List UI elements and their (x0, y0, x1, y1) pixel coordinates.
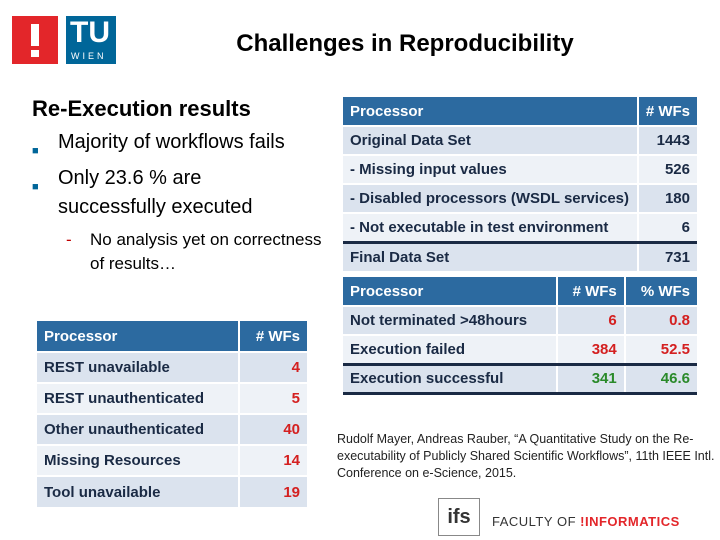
table-header: Processor (37, 321, 239, 352)
table-cell: 341 (556, 362, 625, 395)
table-cell: 180 (636, 183, 697, 213)
tu-wien-logo: TU WIEN (66, 16, 116, 64)
tu-logo-text: TU (70, 16, 110, 49)
table-row: Final Data Set 731 (343, 240, 697, 271)
table-cell: - Not executable in test environment (343, 212, 638, 242)
table-row: - Not executable in test environment 6 (343, 212, 697, 242)
table-cell: 19 (237, 475, 307, 507)
citation-text: Rudolf Mayer, Andreas Rauber, “A Quantit… (337, 432, 715, 480)
table-cell: 0.8 (623, 305, 697, 335)
dash-icon: - (66, 230, 72, 249)
table-header: # WFs (636, 97, 697, 126)
table-cell: 14 (237, 444, 307, 476)
table-cell: Original Data Set (343, 125, 638, 155)
execution-table: Processor # WFs % WFs Not terminated >48… (343, 277, 697, 395)
table-row: Execution failed 384 52.5 (343, 334, 697, 364)
table-cell: Other unauthenticated (37, 413, 239, 445)
informatics-word: !INFORMATICS (580, 514, 680, 529)
table-row: Other unauthenticated 40 (37, 413, 307, 445)
wien-logo-text: WIEN (71, 51, 107, 61)
table-cell: 526 (636, 154, 697, 184)
table-header: # WFs (556, 277, 625, 306)
ifs-logo: ifs (438, 498, 480, 536)
table-cell: 40 (237, 413, 307, 445)
table-row: - Disabled processors (WSDL services) 18… (343, 183, 697, 213)
table-cell: 6 (556, 305, 625, 335)
table-row: REST unauthenticated 5 (37, 382, 307, 414)
failure-reasons-table: Processor # WFs REST unavailable 4 REST … (37, 321, 307, 507)
table-cell: - Disabled processors (WSDL services) (343, 183, 638, 213)
table-cell: 46.6 (623, 362, 697, 395)
table-cell: Final Data Set (343, 240, 638, 271)
table-header: Processor (343, 97, 638, 126)
table-cell: Execution successful (343, 362, 557, 395)
bullet-text: successfully executed (58, 196, 253, 218)
table-row: Missing Resources 14 (37, 444, 307, 476)
table-cell: REST unauthenticated (37, 382, 239, 414)
table-cell: 6 (636, 212, 697, 242)
bullet-square-icon: ■ (32, 181, 39, 193)
faculty-logo: FACULTY OF !INFORMATICS (492, 514, 680, 529)
table-header: % WFs (623, 277, 697, 306)
table-cell: Missing Resources (37, 444, 239, 476)
table-cell: Tool unavailable (37, 475, 239, 507)
exclamation-logo (12, 16, 58, 64)
table-cell: 5 (237, 382, 307, 414)
table-row: Tool unavailable 19 (37, 475, 307, 507)
table-cell: 1443 (636, 125, 697, 155)
table-row: Original Data Set 1443 (343, 125, 697, 155)
of-word: OF (556, 514, 577, 529)
table-cell: 4 (237, 351, 307, 383)
table-row: Not terminated >48hours 6 0.8 (343, 305, 697, 335)
table-cell: 384 (556, 334, 625, 364)
faculty-word: FACULTY (492, 514, 553, 529)
dataset-table: Processor # WFs Original Data Set 1443 -… (343, 97, 697, 271)
table-row: Execution successful 341 46.6 (343, 362, 697, 395)
table-cell: 52.5 (623, 334, 697, 364)
bullet-text: Majority of workflows fails (58, 131, 285, 153)
table-cell: - Missing input values (343, 154, 638, 184)
table-row: REST unavailable 4 (37, 351, 307, 383)
table-cell: Execution failed (343, 334, 557, 364)
section-heading: Re-Execution results (32, 96, 251, 121)
table-cell: 731 (636, 240, 697, 271)
table-header: Processor (343, 277, 557, 306)
table-cell: Not terminated >48hours (343, 305, 557, 335)
sub-bullet-text: No analysis yet on correctness of result… (90, 230, 322, 273)
page-title: Challenges in Reproducibility (236, 30, 574, 57)
bullet-text: Only 23.6 % are (58, 167, 202, 189)
table-cell: REST unavailable (37, 351, 239, 383)
table-row: - Missing input values 526 (343, 154, 697, 184)
table-header: # WFs (237, 321, 307, 352)
bullet-square-icon: ■ (32, 145, 39, 157)
